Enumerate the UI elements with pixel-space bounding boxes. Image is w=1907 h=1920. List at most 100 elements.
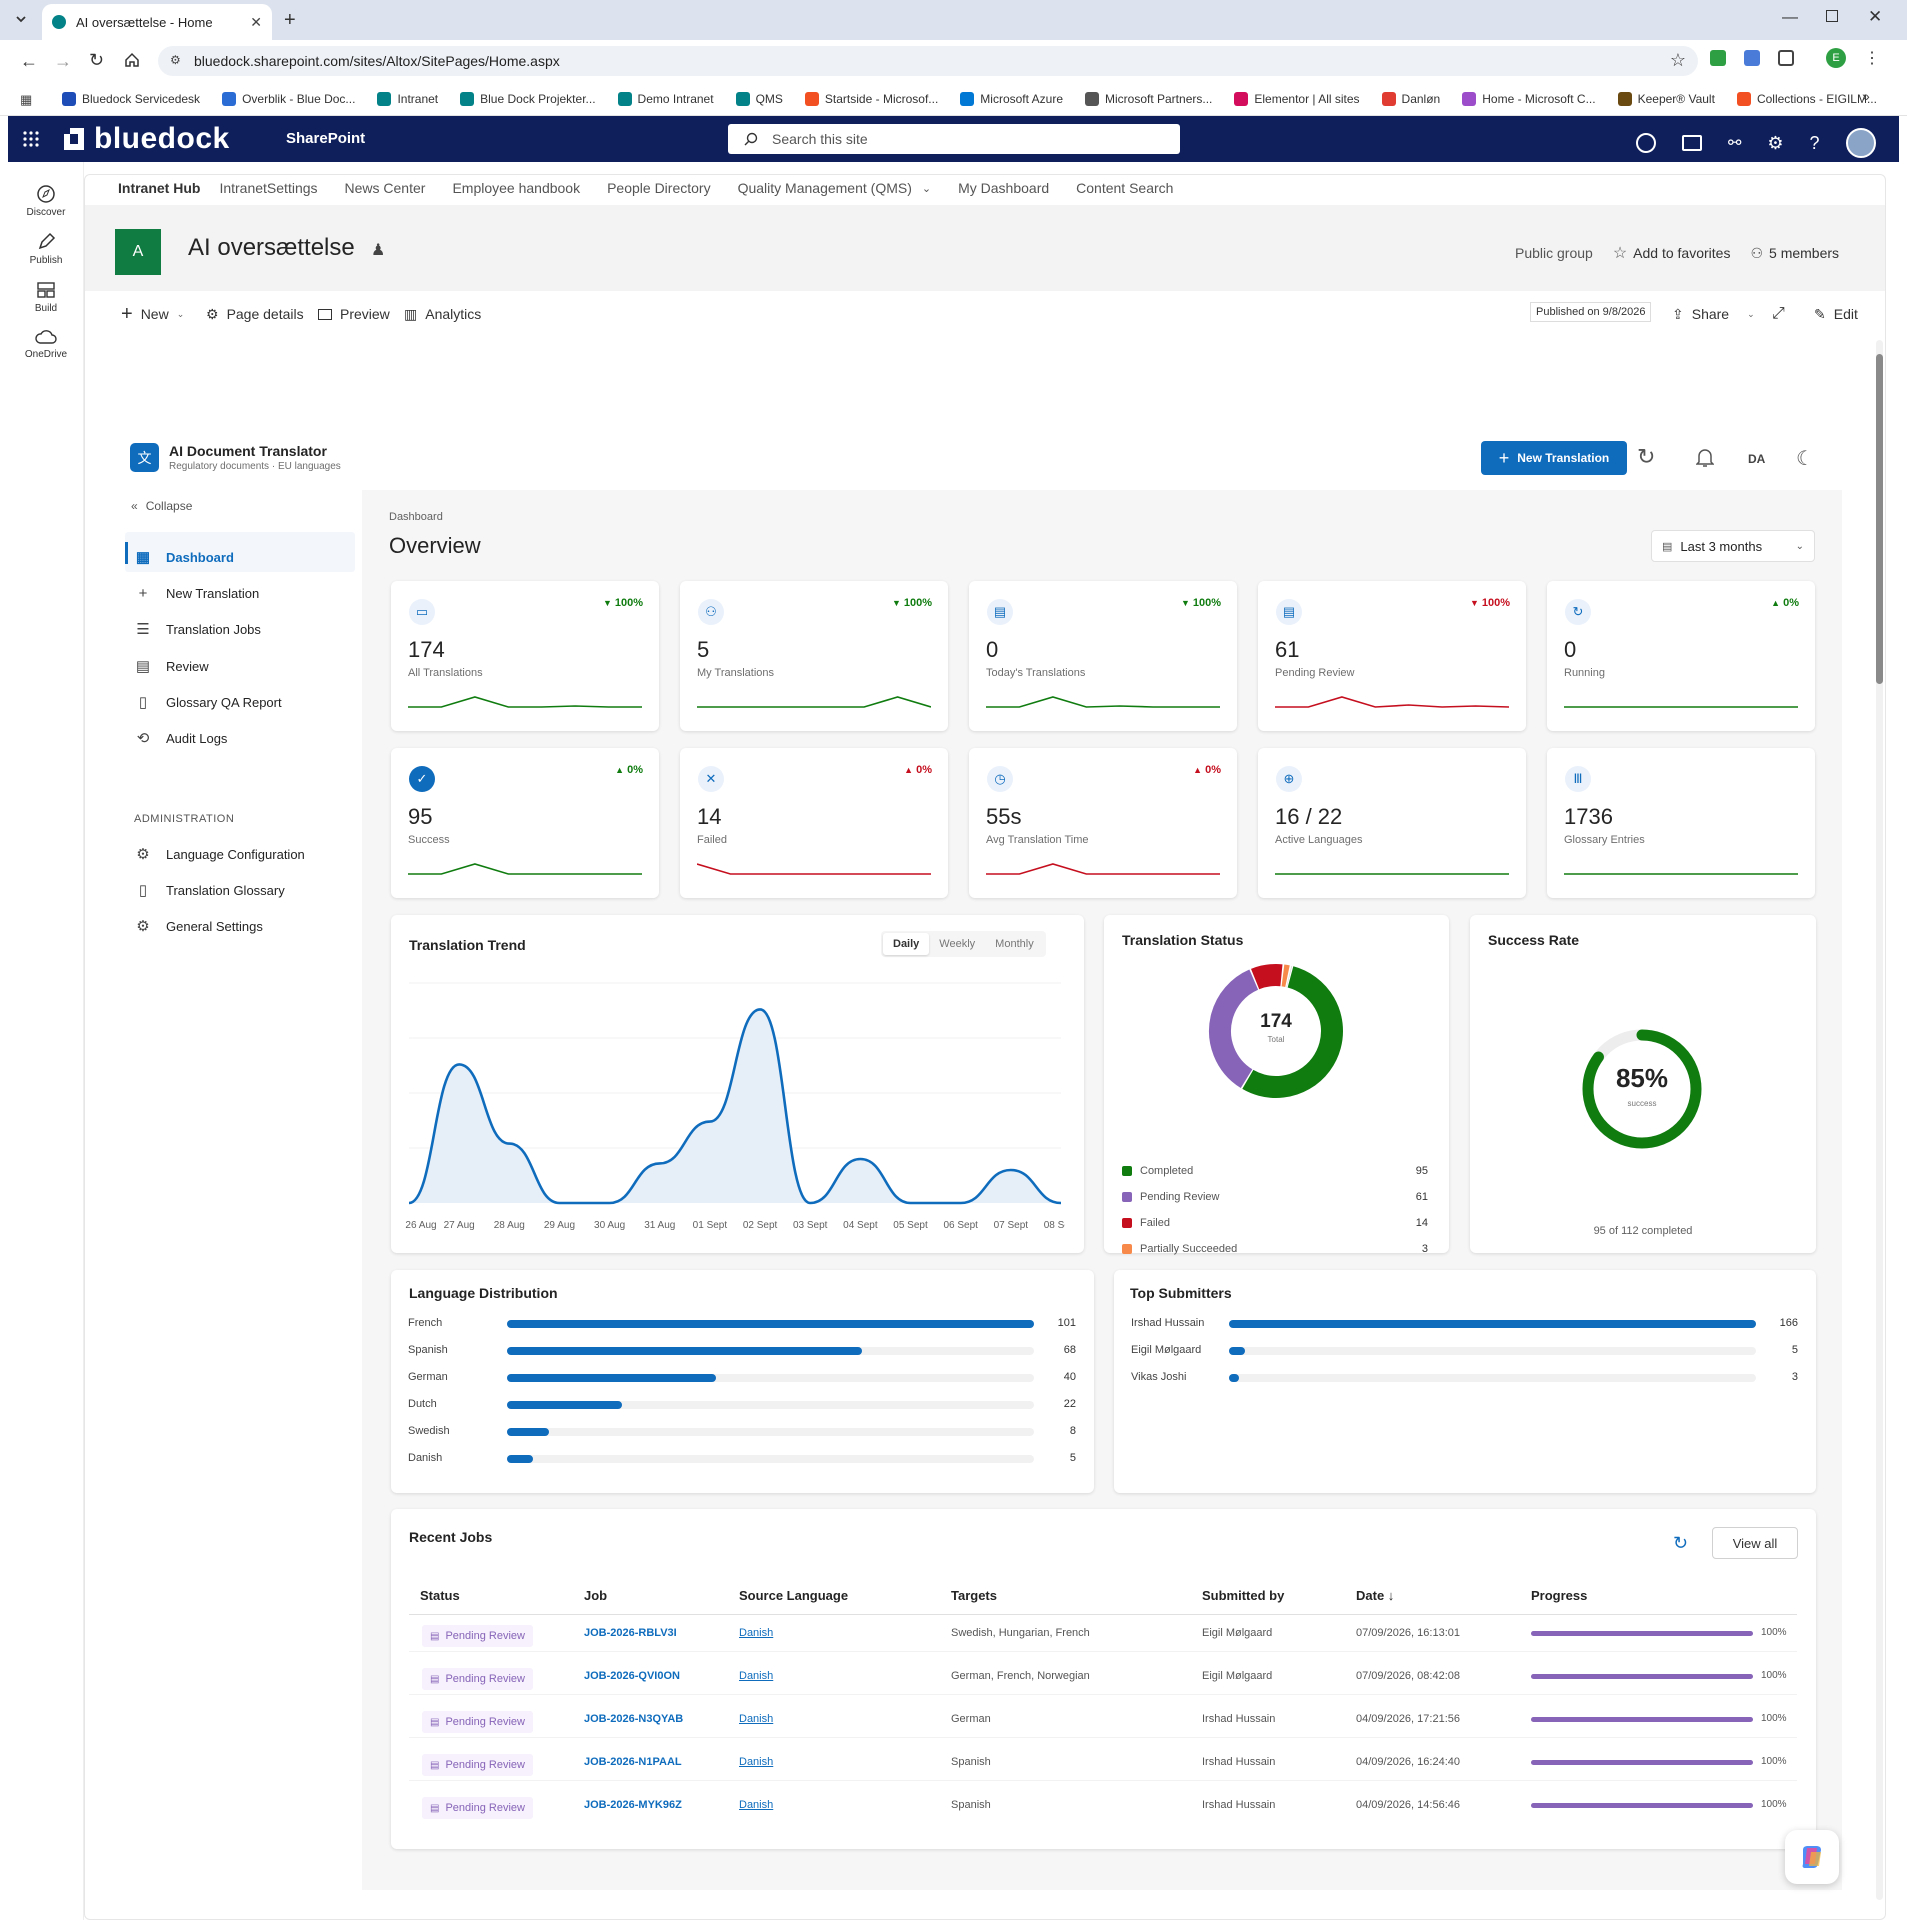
bookmark-item[interactable]: QMS: [735, 91, 783, 106]
megaphone-icon[interactable]: [1682, 135, 1702, 151]
site-info-icon[interactable]: ⚙: [170, 53, 181, 67]
apps-grid-icon[interactable]: ▦: [20, 92, 33, 107]
tab-weekly[interactable]: Weekly: [939, 938, 976, 950]
hub-nav-item[interactable]: Content Search: [1076, 180, 1173, 196]
extension-check-icon[interactable]: [1710, 50, 1726, 66]
job-id-link[interactable]: JOB-2026-QVI0ON: [584, 1670, 680, 1682]
hub-nav-item[interactable]: Employee handbook: [452, 180, 580, 196]
copilot-button[interactable]: [1785, 1830, 1839, 1884]
new-translation-button[interactable]: + New Translation: [1481, 441, 1627, 475]
browser-menu-icon[interactable]: ⋮: [1864, 50, 1880, 67]
kpi-card[interactable]: ▤ 0 Today's Translations ▼ 100%: [969, 581, 1237, 731]
hub-title[interactable]: Intranet Hub: [118, 180, 201, 196]
suite-app-name[interactable]: SharePoint: [286, 130, 366, 147]
extension-translate-icon[interactable]: [1744, 50, 1760, 66]
nav-item-audit-logs[interactable]: ⟲ Audit Logs: [128, 720, 356, 756]
refresh-icon[interactable]: ↻: [1637, 444, 1656, 469]
bookmark-item[interactable]: Home - Microsoft C...: [1462, 91, 1596, 106]
language-toggle[interactable]: DA: [1748, 452, 1766, 466]
site-logo[interactable]: A: [115, 229, 161, 275]
edit-button[interactable]: ✎ Edit: [1814, 306, 1858, 323]
bookmark-item[interactable]: Overblik - Blue Doc...: [222, 91, 355, 106]
source-language-link[interactable]: Danish: [739, 1670, 774, 1682]
teams-icon[interactable]: ♟: [371, 242, 386, 259]
bookmark-item[interactable]: Collections - EIGILM...: [1736, 91, 1877, 106]
share-network-icon[interactable]: ⚯: [1728, 135, 1742, 152]
dark-mode-moon-icon[interactable]: ☾: [1796, 448, 1814, 470]
refresh-jobs-icon[interactable]: ↻: [1673, 1533, 1689, 1553]
bookmark-item[interactable]: Keeper® Vault: [1617, 91, 1715, 106]
tab-search-icon[interactable]: [14, 12, 28, 26]
bookmark-item[interactable]: Bluedock Servicedesk: [62, 91, 200, 106]
kpi-card[interactable]: ↻ 0 Running ▲ 0%: [1547, 581, 1815, 731]
source-language-link[interactable]: Danish: [739, 1799, 774, 1811]
source-language-link[interactable]: Danish: [739, 1713, 774, 1725]
nav-item-dashboard[interactable]: ▦ Dashboard: [128, 539, 356, 575]
nav-item-language-configuration[interactable]: ⚙ Language Configuration: [128, 836, 356, 872]
new-button[interactable]: + New ⌄: [121, 303, 184, 326]
nav-item-review[interactable]: ▤ Review: [128, 648, 356, 684]
nav-item-glossary-qa-report[interactable]: ▯ Glossary QA Report: [128, 684, 356, 720]
bookmark-item[interactable]: Microsoft Partners...: [1085, 91, 1212, 106]
home-icon[interactable]: [124, 52, 140, 68]
maximize-icon[interactable]: [1826, 10, 1838, 22]
kpi-card[interactable]: ▭ 174 All Translations ▼ 100%: [391, 581, 659, 731]
source-language-link[interactable]: Danish: [739, 1756, 774, 1768]
job-id-link[interactable]: JOB-2026-N1PAAL: [584, 1756, 682, 1768]
rail-onedrive[interactable]: OneDrive: [8, 328, 84, 360]
kpi-card[interactable]: Ⅲ 1736 Glossary Entries: [1547, 748, 1815, 898]
minimize-icon[interactable]: —: [1782, 9, 1798, 26]
members-button[interactable]: ⚇ 5 members: [1750, 245, 1839, 262]
bookmark-item[interactable]: Blue Dock Projekter...: [460, 91, 596, 106]
preview-button[interactable]: Preview: [318, 306, 390, 322]
bookmark-item[interactable]: Danløn: [1381, 91, 1440, 106]
address-bar[interactable]: ⚙ bluedock.sharepoint.com/sites/Altox/Si…: [158, 46, 1698, 76]
date-range-dropdown[interactable]: ▤ Last 3 months ⌄: [1651, 530, 1815, 562]
hub-nav-item[interactable]: Quality Management (QMS) ⌄: [738, 180, 932, 196]
job-id-link[interactable]: JOB-2026-RBLV3I: [584, 1627, 677, 1639]
analytics-button[interactable]: ▥ Analytics: [404, 306, 481, 323]
more-bookmarks-icon[interactable]: »: [1862, 88, 1870, 104]
bookmark-item[interactable]: Startside - Microsof...: [804, 91, 938, 106]
bookmark-item[interactable]: Intranet: [377, 91, 438, 106]
bookmark-item[interactable]: Demo Intranet: [617, 91, 714, 106]
kpi-card[interactable]: ◷ 55s Avg Translation Time ▲ 0%: [969, 748, 1237, 898]
kpi-card[interactable]: ⚇ 5 My Translations ▼ 100%: [680, 581, 948, 731]
column-header-5[interactable]: Date ↓: [1356, 1588, 1395, 1603]
profile-avatar[interactable]: E: [1826, 48, 1846, 68]
add-to-favorites-button[interactable]: ☆ Add to favorites: [1613, 243, 1731, 263]
job-id-link[interactable]: JOB-2026-N3QYAB: [584, 1713, 684, 1725]
hub-nav-item[interactable]: My Dashboard: [958, 180, 1049, 196]
nav-item-translation-jobs[interactable]: ☰ Translation Jobs: [128, 611, 356, 647]
view-all-button[interactable]: View all: [1712, 1527, 1798, 1559]
settings-gear-icon[interactable]: ⚙: [1767, 132, 1784, 153]
tab-daily[interactable]: Daily: [883, 933, 930, 955]
browser-tab[interactable]: AI oversættelse - Home ✕: [42, 4, 272, 40]
collapse-button[interactable]: « Collapse: [131, 499, 192, 513]
kpi-card[interactable]: ▤ 61 Pending Review ▼ 100%: [1258, 581, 1526, 731]
job-id-link[interactable]: JOB-2026-MYK96Z: [584, 1799, 682, 1811]
copilot-suite-icon[interactable]: [1636, 133, 1656, 153]
notifications-bell-icon[interactable]: [1696, 448, 1714, 468]
expand-icon[interactable]: ⤢: [1772, 305, 1785, 322]
app-launcher-icon[interactable]: [22, 130, 40, 148]
help-icon[interactable]: ?: [1809, 132, 1820, 153]
hub-nav-item[interactable]: People Directory: [607, 180, 711, 196]
site-search-box[interactable]: Search this site: [728, 124, 1180, 154]
bookmark-item[interactable]: Elementor | All sites: [1234, 91, 1360, 106]
tab-monthly[interactable]: Monthly: [995, 938, 1034, 950]
rail-build[interactable]: Build: [8, 280, 84, 314]
new-tab-icon[interactable]: +: [284, 9, 296, 31]
extensions-puzzle-icon[interactable]: [1778, 50, 1794, 66]
nav-item-general-settings[interactable]: ⚙ General Settings: [128, 908, 356, 944]
rail-discover[interactable]: Discover: [8, 184, 84, 218]
back-icon[interactable]: ←: [20, 51, 38, 71]
kpi-card[interactable]: ✓ 95 Success ▲ 0%: [391, 748, 659, 898]
page-scrollbar[interactable]: [1876, 340, 1883, 1900]
page-details-button[interactable]: ⚙ Page details: [206, 306, 304, 323]
source-language-link[interactable]: Danish: [739, 1627, 774, 1639]
kpi-card[interactable]: ✕ 14 Failed ▲ 0%: [680, 748, 948, 898]
forward-icon[interactable]: →: [54, 51, 72, 71]
site-title[interactable]: AI oversættelse: [188, 234, 355, 261]
reload-icon[interactable]: ↻: [89, 50, 105, 70]
